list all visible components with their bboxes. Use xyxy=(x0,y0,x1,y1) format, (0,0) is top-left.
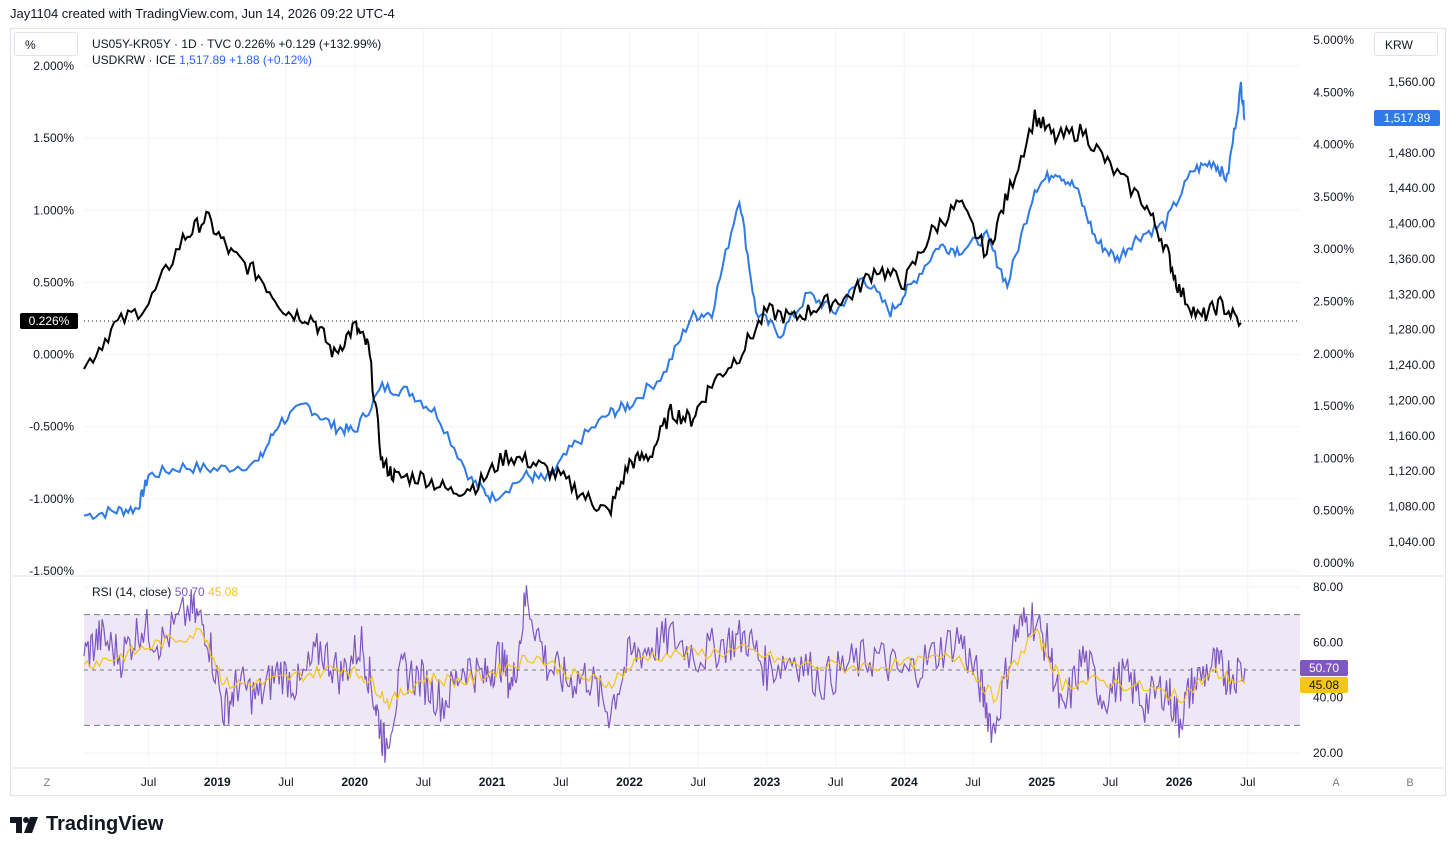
right-krw-axis-label: 1,240.00 xyxy=(1388,358,1435,372)
x-tick-label: Jul xyxy=(828,775,843,789)
left-axis-label: -0.500% xyxy=(29,420,74,434)
usdkrw-badge: 1,517.89 xyxy=(1374,110,1440,126)
x-tick-label: Jul xyxy=(416,775,431,789)
series-rsi xyxy=(83,585,1246,763)
right-krw-axis-label: 1,480.00 xyxy=(1388,146,1435,160)
right-krw-axis-label: 1,320.00 xyxy=(1388,287,1435,301)
right-krw-axis-label: 1,560.00 xyxy=(1388,75,1435,89)
left-axis-label: 2.000% xyxy=(33,59,74,73)
axes: Jul 2019 Jul 2020 Jul 2021 Jul 2022 Jul 2023 Jul 20… xyxy=(29,33,1435,789)
right-pct-axis-label: 5.000% xyxy=(1313,33,1354,47)
rsi-axis-label: 80.00 xyxy=(1313,580,1343,594)
right-pct-axis-label: 1.500% xyxy=(1313,399,1354,413)
series-rsi-ma xyxy=(83,627,1246,710)
right-pct-axis-label: 0.000% xyxy=(1313,556,1354,570)
x-tick-label: 2021 xyxy=(479,775,506,789)
rsi-ma-badge: 45.08 xyxy=(1300,677,1348,693)
right-pct-axis-label: 3.500% xyxy=(1313,190,1354,204)
left-scale-button[interactable]: % xyxy=(14,32,78,56)
x-tick-label: Jul xyxy=(691,775,706,789)
rsi-badge-text: 50.70 xyxy=(1309,661,1339,675)
x-tick-label: Jul xyxy=(553,775,568,789)
usdkrw-badge-text: 1,517.89 xyxy=(1384,111,1431,125)
chart-frame xyxy=(10,28,1446,796)
right-krw-axis-label: 1,120.00 xyxy=(1388,464,1435,478)
auto-scale-button[interactable]: A xyxy=(1332,777,1340,789)
left-axis-label: 0.000% xyxy=(33,348,74,362)
spread-badge: 0.226% xyxy=(20,313,78,329)
x-tick-label: 2023 xyxy=(754,775,781,789)
right-krw-axis-label: 1,440.00 xyxy=(1388,181,1435,195)
right-pct-axis-label: 2.500% xyxy=(1313,295,1354,309)
rsi-legend-value: 50.70 xyxy=(174,585,205,599)
rsi-axis-label: 40.00 xyxy=(1313,691,1343,705)
rsi-badge: 50.70 xyxy=(1300,660,1348,676)
left-axis-label: 1.000% xyxy=(33,203,74,217)
x-tick-label: Jul xyxy=(278,775,293,789)
rsi-axis-label: 20.00 xyxy=(1313,746,1343,760)
right-krw-axis-label: 1,200.00 xyxy=(1388,393,1435,407)
spread-badge-text: 0.226% xyxy=(29,314,70,328)
legend-line-usdkrw: USDKRW · ICE 1,517.89 +1.88 (+0.12%) xyxy=(92,52,381,68)
chart-caption: Jay1104 created with TradingView.com, Ju… xyxy=(10,6,395,21)
x-tick-label: 2026 xyxy=(1166,775,1193,789)
left-axis-label: 0.500% xyxy=(33,275,74,289)
legend-line-spread: US05Y-KR05Y · 1D · TVC 0.226% +0.129 (+1… xyxy=(92,37,382,51)
rsi-ma-badge-text: 45.08 xyxy=(1309,678,1339,692)
right-pct-axis-label: 1.000% xyxy=(1313,451,1354,465)
left-axis-label: -1.000% xyxy=(29,492,74,506)
right-pct-axis-label: 0.500% xyxy=(1313,504,1354,518)
right-pct-axis-label: 3.000% xyxy=(1313,242,1354,256)
x-tick-label: Jul xyxy=(1240,775,1255,789)
main-legend: US05Y-KR05Y · 1D · TVC 0.226% +0.129 (+1… xyxy=(92,36,381,68)
x-tick-label: Jul xyxy=(965,775,980,789)
tradingview-logo-icon xyxy=(10,816,38,833)
x-tick-label: 2020 xyxy=(341,775,368,789)
tradingview-logo[interactable]: TradingView xyxy=(10,813,163,836)
right-pct-axis-label: 4.500% xyxy=(1313,85,1354,99)
rsi-legend-name: RSI (14, close) xyxy=(92,585,172,599)
left-axis-label: -1.500% xyxy=(29,564,74,578)
x-tick-label: 2024 xyxy=(891,775,918,789)
x-tick-label: 2019 xyxy=(204,775,231,789)
right-krw-axis-label: 1,160.00 xyxy=(1388,429,1435,443)
legend-usdkrw-values: 1,517.89 +1.88 (+0.12%) xyxy=(179,53,312,67)
zoom-reset-button[interactable]: Z xyxy=(44,777,51,789)
rsi-axis-label: 60.00 xyxy=(1313,635,1343,649)
x-tick-label: 2022 xyxy=(616,775,643,789)
rsi-legend-ma: 45.08 xyxy=(208,585,239,599)
right-krw-axis-label: 1,280.00 xyxy=(1388,323,1435,337)
right-krw-axis-label: 1,040.00 xyxy=(1388,535,1435,549)
x-tick-label: Jul xyxy=(1103,775,1118,789)
x-tick-label: 2025 xyxy=(1028,775,1055,789)
legend-usdkrw-name: USDKRW · ICE xyxy=(92,53,176,67)
right-krw-axis-label: 1,400.00 xyxy=(1388,217,1435,231)
left-axis-label: 1.500% xyxy=(33,131,74,145)
right-pct-axis-label: 2.000% xyxy=(1313,347,1354,361)
right-pct-axis-label: 4.000% xyxy=(1313,138,1354,152)
series-usdkrw xyxy=(83,81,1246,521)
x-tick-label: Jul xyxy=(141,775,156,789)
right-krw-axis-label: 1,080.00 xyxy=(1388,500,1435,514)
right-krw-axis-label: 1,360.00 xyxy=(1388,252,1435,266)
rsi-legend: RSI (14, close) 50.70 45.08 xyxy=(92,585,238,599)
right-scale-button[interactable]: KRW xyxy=(1374,32,1438,56)
tradingview-logo-text: TradingView xyxy=(46,813,164,835)
scale-b-button[interactable]: B xyxy=(1406,777,1413,789)
series-us05y-kr05y xyxy=(83,109,1242,519)
